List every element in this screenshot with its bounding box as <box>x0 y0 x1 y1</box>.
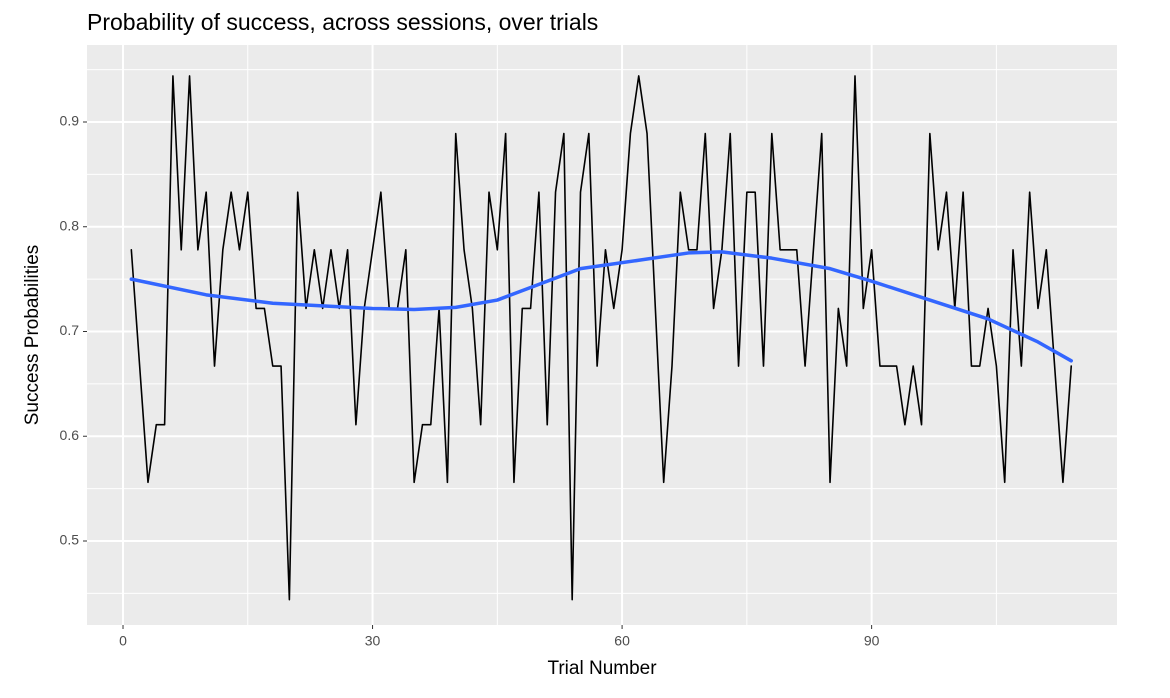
grid <box>87 45 1117 625</box>
smooth-line <box>129 250 1073 363</box>
x-tick-label: 0 <box>119 633 127 649</box>
y-tick-label: 0.9 <box>60 113 80 129</box>
data-line <box>130 75 1073 601</box>
marks <box>129 75 1073 601</box>
chart-title: Probability of success, across sessions,… <box>87 9 598 35</box>
x-tick-label: 90 <box>864 633 880 649</box>
x-tick-label: 30 <box>365 633 381 649</box>
y-tick-label: 0.6 <box>60 427 80 443</box>
y-axis-title: Success Probabilities <box>22 245 43 426</box>
x-tick-label: 60 <box>614 633 630 649</box>
y-tick-label: 0.5 <box>60 532 80 548</box>
y-tick-label: 0.8 <box>60 217 80 233</box>
y-tick-label: 0.7 <box>60 322 80 338</box>
plot-panel <box>87 45 1117 625</box>
x-axis-title: Trial Number <box>547 658 657 679</box>
